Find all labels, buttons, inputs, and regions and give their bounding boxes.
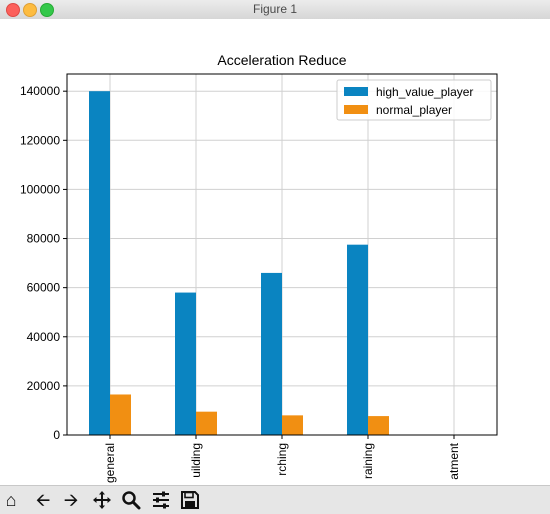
bar-normal_player (110, 394, 131, 435)
legend-label: high_value_player (376, 85, 473, 99)
y-tick-label: 60000 (27, 281, 61, 295)
back-arrow-icon[interactable]: 🡨 (32, 489, 54, 511)
bar-normal_player (196, 412, 217, 435)
forward-arrow-icon[interactable]: 🡪 (60, 489, 82, 511)
bar-normal_player (282, 415, 303, 435)
save-icon[interactable] (179, 489, 201, 511)
y-tick-label: 80000 (27, 232, 61, 246)
legend-label: normal_player (376, 103, 452, 117)
bar-high_value_player (89, 91, 110, 435)
legend-swatch (344, 87, 368, 96)
x-tick-label: rching (275, 443, 289, 476)
bar-high_value_player (175, 293, 196, 435)
y-tick-label: 140000 (20, 84, 60, 98)
legend-swatch (344, 105, 368, 114)
bar-chart: 0 20000 40000 60000 80000 100000 120000 140000 g… (0, 19, 550, 485)
x-tick-label: atment (447, 442, 461, 479)
x-tick-label: general (103, 443, 117, 483)
chart-title: Acceleration Reduce (217, 52, 346, 68)
pan-icon[interactable] (91, 489, 113, 511)
y-tick-label: 0 (53, 428, 60, 442)
y-tick-label: 120000 (20, 133, 60, 147)
y-tick-label: 40000 (27, 330, 61, 344)
y-tick-label: 100000 (20, 182, 60, 196)
figure-canvas: 0 20000 40000 60000 80000 100000 120000 140000 g… (0, 19, 550, 485)
bar-normal_player (368, 416, 389, 435)
window-titlebar: Figure 1 (0, 0, 550, 20)
y-tick-label: 20000 (27, 379, 61, 393)
bar-high_value_player (261, 273, 282, 435)
home-icon[interactable]: ⌂ (0, 489, 22, 511)
window-title: Figure 1 (0, 2, 550, 16)
navigation-toolbar: ⌂ 🡨 🡪 (0, 485, 550, 514)
x-tick-label: raining (361, 443, 375, 479)
zoom-icon[interactable] (120, 489, 142, 511)
x-tick-label: uilding (189, 443, 203, 478)
bar-high_value_player (347, 245, 368, 435)
configure-subplots-icon[interactable] (150, 489, 172, 511)
